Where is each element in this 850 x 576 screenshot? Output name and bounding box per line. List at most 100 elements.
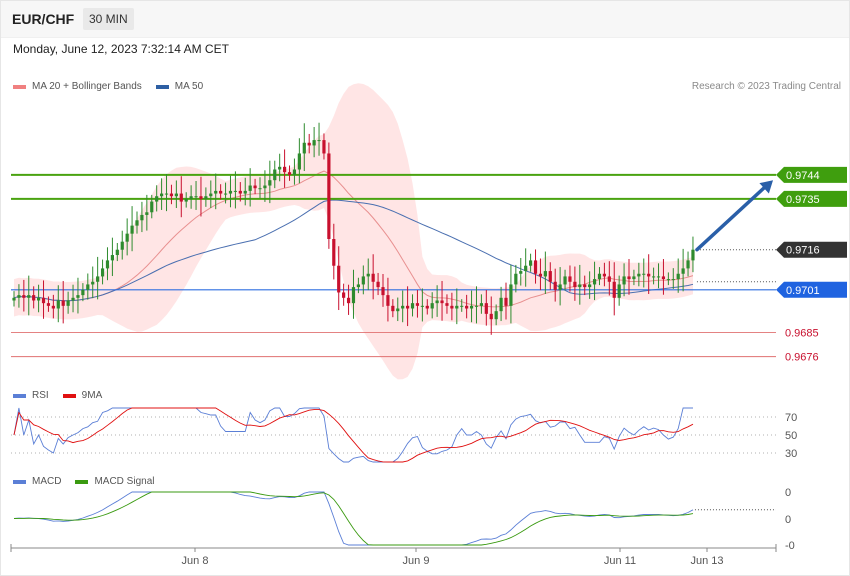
candle-body (278, 166, 282, 170)
x-tick-label: Jun 13 (690, 555, 723, 567)
candle-body (169, 193, 174, 197)
candle-body (91, 281, 95, 285)
candle-body (32, 295, 36, 301)
level-label-1: 0.9735 (786, 194, 820, 206)
macd-line (13, 491, 694, 546)
candle-body (514, 273, 518, 285)
candle-body (484, 303, 488, 314)
candle-body (174, 193, 178, 197)
candle-body (223, 193, 228, 195)
target-arrow-shaft (695, 183, 769, 252)
candle-body (538, 273, 543, 277)
symbol-title: EUR/CHF (12, 11, 75, 27)
level-tag-3 (776, 281, 847, 298)
candle-body (406, 305, 410, 309)
candle-body (56, 300, 60, 309)
rsi-tick-label: 50 (785, 430, 797, 442)
candle-body (327, 153, 331, 239)
candle-body (287, 172, 292, 175)
candle-body (351, 287, 356, 304)
candle-body (440, 300, 444, 304)
candle-body (612, 281, 616, 298)
legend-item-macd-signal: MACD Signal (75, 476, 154, 487)
bollinger-band (14, 83, 693, 380)
candle-body (41, 297, 46, 304)
candle-body (430, 303, 434, 309)
candle-body (22, 295, 26, 298)
candle-body (233, 190, 237, 192)
candle-body (548, 271, 552, 282)
legend-label: MACD Signal (94, 476, 155, 487)
x-tick-label: Jun 8 (182, 555, 209, 567)
chart-header: EUR/CHF 30 MIN (1, 1, 849, 38)
candle-body (563, 276, 567, 285)
candle-body (607, 276, 611, 282)
rsi-tick-label: 70 (785, 412, 797, 424)
candle-body (263, 185, 267, 189)
candle-body (81, 289, 85, 296)
candle-body (647, 273, 651, 277)
candle-body (386, 295, 390, 306)
candle-body (652, 276, 656, 278)
candle-body (76, 295, 80, 298)
legend-label: 9MA (81, 390, 103, 401)
candle-body (583, 284, 587, 288)
candle-body (312, 140, 316, 146)
candle-body (361, 276, 365, 285)
candle-body (479, 303, 483, 306)
candle-body (27, 295, 31, 298)
candle-body (622, 276, 626, 285)
candle-body (17, 295, 21, 298)
candle-body (268, 180, 272, 186)
candle-body (209, 193, 213, 197)
candle-body (189, 196, 193, 199)
candle-body (671, 279, 675, 281)
candle-body (524, 265, 528, 272)
candle-body (46, 303, 51, 306)
candle-body (283, 166, 287, 173)
candle-body (346, 297, 351, 304)
candle-body (686, 260, 690, 269)
candle-body (292, 169, 297, 175)
candle-body (219, 190, 223, 194)
macd-tick-label: -0 (785, 540, 795, 552)
candle-body (297, 153, 301, 170)
candle-body (489, 313, 493, 320)
level-tag-2 (776, 241, 847, 258)
candle-body (332, 239, 336, 266)
legend-swatch (13, 393, 26, 398)
candle-body (337, 265, 341, 293)
candle-body (656, 276, 661, 278)
candle-body (381, 287, 385, 296)
level-label-4: 0.9685 (785, 328, 819, 340)
candle-body (568, 276, 572, 282)
candle-body (602, 273, 606, 277)
legend-swatch (13, 479, 26, 484)
candle-body (366, 273, 370, 277)
candle-body (396, 308, 400, 312)
candle-body (125, 233, 129, 242)
candle-body (465, 305, 469, 309)
timeframe-button[interactable]: 30 MIN (83, 8, 134, 30)
candle-body (273, 169, 277, 181)
rsi-line (13, 407, 693, 463)
candle-body (199, 196, 203, 199)
candle-body (155, 196, 159, 202)
candle-body (474, 305, 479, 307)
candle-body (356, 284, 360, 288)
candle-body (533, 260, 538, 274)
candle-body (145, 212, 149, 215)
candle-body (194, 196, 198, 198)
candle-body (140, 214, 144, 221)
candle-body (676, 273, 680, 280)
candle-body (425, 305, 429, 309)
x-tick-label: Jun 11 (604, 555, 636, 567)
candle-body (401, 305, 405, 309)
candle-body (51, 305, 55, 309)
candle-body (435, 300, 439, 304)
candle-body (120, 241, 124, 250)
candle-body (410, 303, 415, 309)
candle-body (342, 292, 346, 298)
price-legend: MA 20 + Bollinger Bands MA 50 (13, 81, 217, 92)
